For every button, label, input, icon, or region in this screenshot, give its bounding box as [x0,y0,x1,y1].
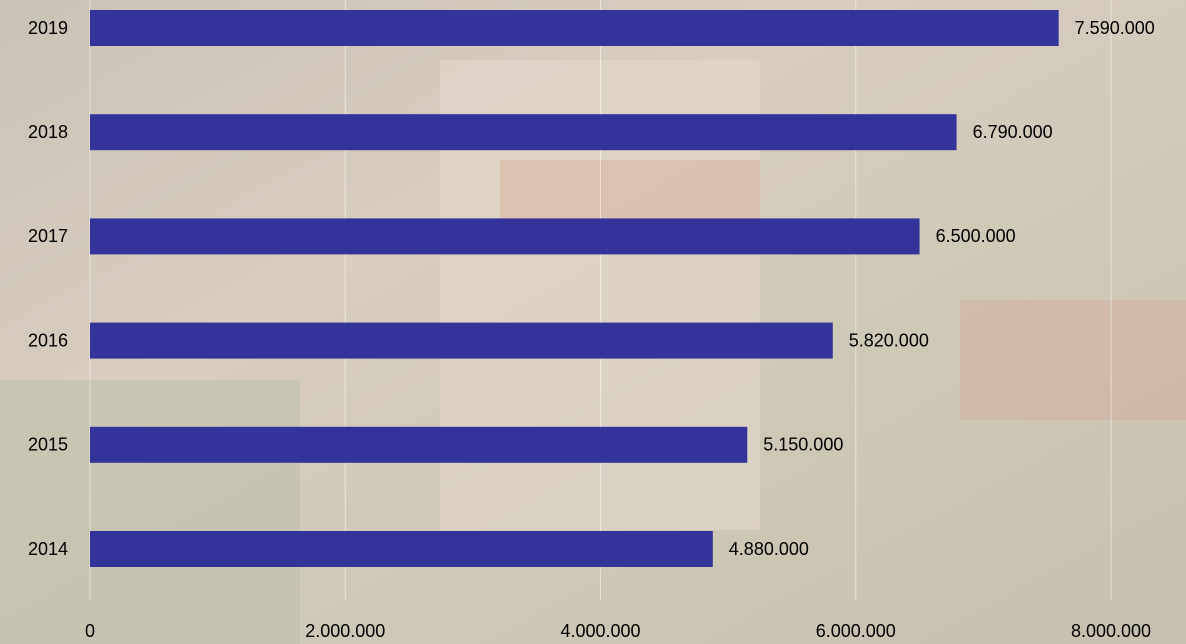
y-tick-label: 2016 [28,330,68,350]
bar [90,427,747,463]
bar [90,114,957,150]
background-trees [0,380,300,644]
data-label: 4.880.000 [729,539,809,559]
x-tick-label: 4.000.000 [560,621,640,641]
data-label: 7.590.000 [1075,18,1155,38]
page: 0 2.000.000 4.000.000 6.000.000 8.000.000 201… [0,0,1186,644]
chart: 0 2.000.000 4.000.000 6.000.000 8.000.000 201… [0,0,1186,644]
x-tick-label: 2.000.000 [305,621,385,641]
bar [90,10,1059,46]
x-tick-label: 0 [85,621,95,641]
y-tick-label: 2015 [28,435,68,455]
bar [90,218,920,254]
data-label: 5.150.000 [763,435,843,455]
y-tick-label: 2017 [28,226,68,246]
background-roof [960,300,1186,420]
x-tick-label: 8.000.000 [1071,621,1151,641]
data-label: 6.500.000 [936,226,1016,246]
y-tick-label: 2018 [28,122,68,142]
data-label: 6.790.000 [973,122,1053,142]
y-tick-label: 2014 [28,539,68,559]
bar [90,323,833,359]
y-tick-label: 2019 [28,18,68,38]
bar [90,531,713,567]
data-label: 5.820.000 [849,330,929,350]
x-tick-label: 6.000.000 [816,621,896,641]
